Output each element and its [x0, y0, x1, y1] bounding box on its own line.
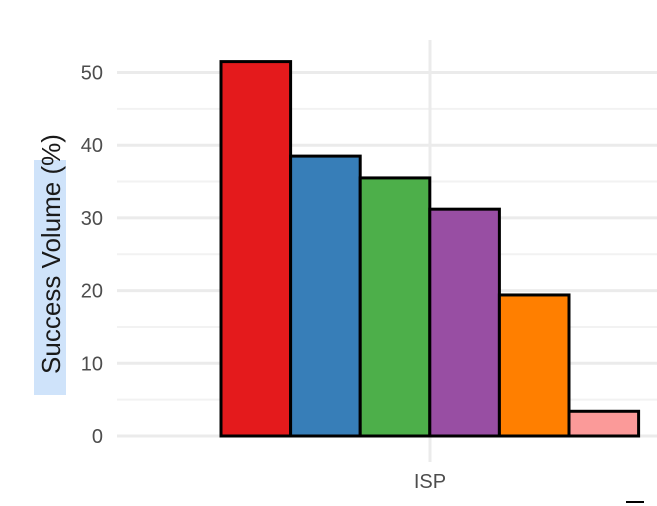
y-tick-label: 50 — [81, 63, 103, 85]
bar-6 — [567, 409, 641, 438]
bar-5 — [497, 293, 571, 438]
text-cursor-mark — [626, 501, 644, 503]
y-tick-labels: 0 10 20 30 40 50 — [81, 63, 103, 449]
bar-4 — [428, 207, 501, 438]
y-axis-title-group: Success Volume (%) — [34, 134, 66, 395]
y-tick-label: 10 — [81, 353, 103, 375]
x-tick-labels: ISP — [414, 471, 446, 493]
bar-2 — [289, 154, 362, 438]
y-axis-title: Success Volume (%) — [36, 134, 66, 374]
y-tick-label: 20 — [81, 281, 103, 303]
bar-3 — [358, 176, 432, 438]
x-tick-label: ISP — [414, 471, 446, 493]
bars — [219, 60, 641, 438]
y-axis-title-highlight — [34, 160, 66, 395]
y-tick-label: 30 — [81, 208, 103, 230]
y-tick-label: 40 — [81, 135, 103, 157]
bar-1 — [219, 60, 293, 438]
y-tick-label: 0 — [92, 426, 103, 448]
